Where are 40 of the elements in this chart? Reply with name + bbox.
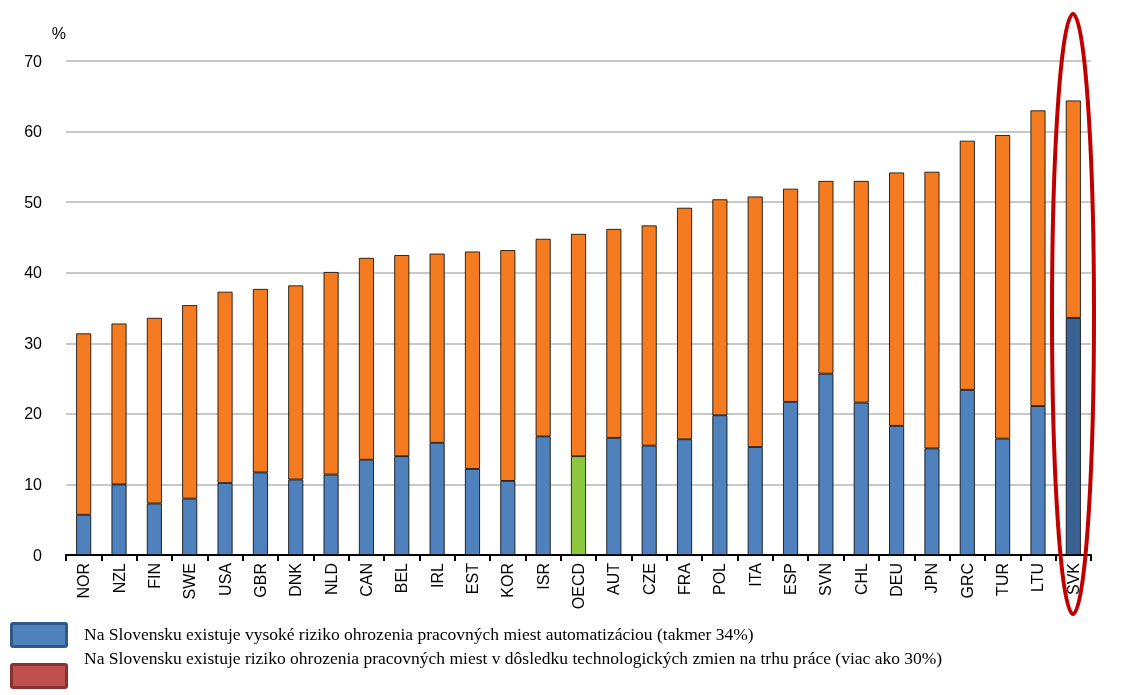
x-tick-label: AUT bbox=[605, 562, 623, 595]
y-tick-label: 50 bbox=[24, 193, 43, 211]
x-tick-label: BEL bbox=[393, 562, 411, 594]
x-tick-label: SVN bbox=[817, 563, 835, 596]
x-tick-label: LTU bbox=[1029, 563, 1047, 593]
x-tick-label: CAN bbox=[357, 563, 375, 597]
x-tick-label: NLD bbox=[322, 563, 340, 596]
text: Na Slovensku existuje riziko ohrozenia pracovných miest v dôsledku technologických zmien na trhu práce (viac ako 30%) bbox=[84, 648, 943, 669]
y-axis-title: % bbox=[51, 24, 66, 42]
x-tick-label: FIN bbox=[145, 563, 163, 589]
y-tick-label: 10 bbox=[24, 475, 43, 493]
x-tick-label: FRA bbox=[676, 562, 694, 595]
x-tick-label: NZL bbox=[110, 562, 128, 594]
text: Na Slovensku existuje vysoké riziko ohrozenia pracovných miest automatizáciou (takmer 34%) bbox=[84, 624, 754, 645]
x-tick-label: SVK bbox=[1064, 562, 1082, 596]
x-tick-label: DEU bbox=[888, 563, 906, 597]
x-tick-label: GRC bbox=[958, 563, 976, 599]
y-tick-label: 0 bbox=[33, 546, 43, 564]
x-tick-label: OECD bbox=[570, 563, 587, 610]
x-tick-label: NOR bbox=[75, 563, 93, 599]
x-tick-label: IRL bbox=[428, 562, 446, 588]
x-tick-label: TUR bbox=[994, 563, 1012, 596]
x-tick-label: JPN bbox=[923, 563, 941, 594]
x-tick-label: CZE bbox=[640, 563, 658, 595]
x-tick-label: EST bbox=[463, 562, 481, 595]
y-tick-label: 30 bbox=[24, 334, 43, 352]
x-tick-label: SWE bbox=[181, 563, 199, 600]
x-tick-label: DNK bbox=[287, 562, 305, 597]
x-tick-label: GBR bbox=[251, 563, 269, 598]
x-tick-label: POL bbox=[711, 562, 729, 596]
x-tick-label: KOR bbox=[499, 563, 517, 598]
x-tick-label: ISR bbox=[534, 563, 552, 590]
x-tick-label: ITA bbox=[746, 562, 764, 587]
y-tick-label: 60 bbox=[24, 123, 43, 141]
y-tick-label: 40 bbox=[24, 264, 43, 282]
x-tick-label: USA bbox=[216, 562, 234, 596]
x-tick-label: CHL bbox=[852, 562, 870, 596]
y-tick-label: 20 bbox=[24, 405, 43, 423]
x-tick-label: ESP bbox=[782, 563, 800, 596]
y-tick-label: 70 bbox=[24, 52, 43, 70]
